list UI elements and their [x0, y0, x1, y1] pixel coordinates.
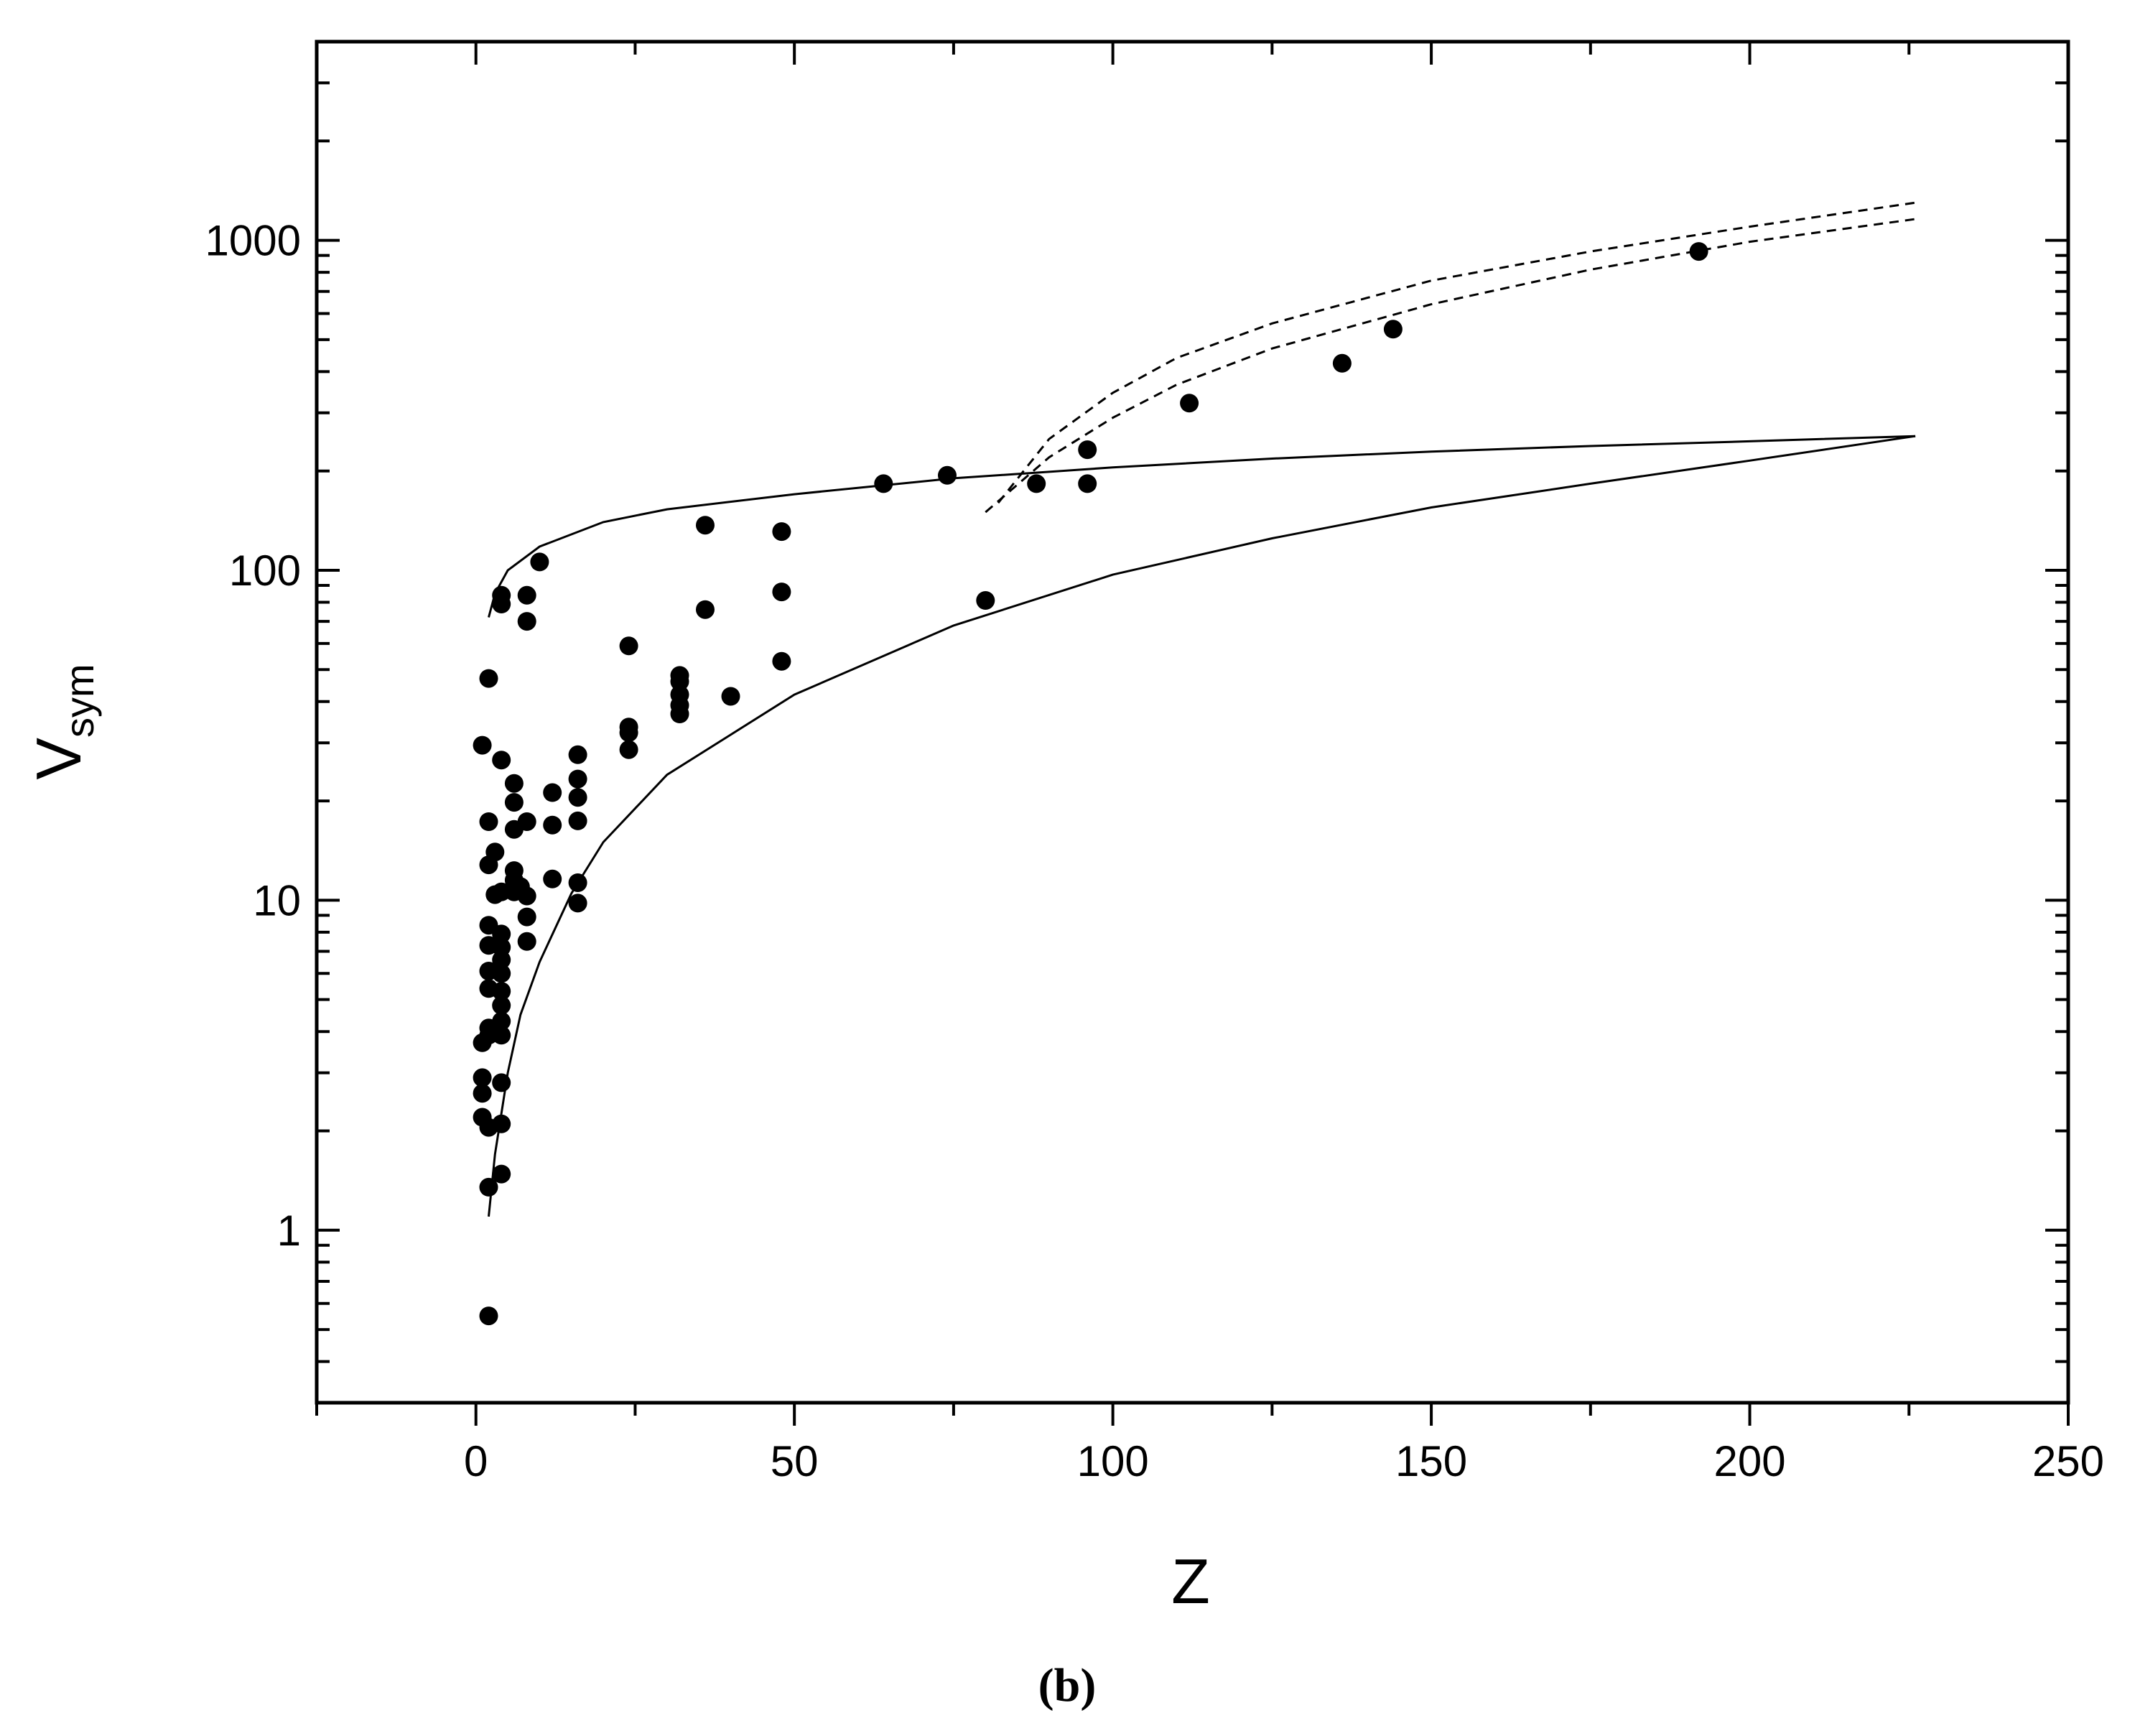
data-point	[473, 1084, 492, 1103]
data-point	[543, 783, 562, 802]
x-tick-label: 100	[1077, 1437, 1149, 1485]
dashed-curve-3	[985, 218, 1916, 514]
data-point	[473, 1068, 492, 1087]
data-point	[504, 793, 524, 812]
data-point	[1180, 394, 1199, 413]
data-point	[1689, 242, 1708, 261]
data-point	[492, 1011, 511, 1031]
y-axis-title: Vsym	[23, 664, 102, 779]
data-point	[568, 745, 587, 764]
figure-caption: (b)	[1038, 1659, 1097, 1712]
data-point	[696, 600, 715, 619]
data-point	[1027, 474, 1046, 493]
y-axis-ticks: 1 10 100 1000	[205, 40, 2068, 1404]
data-point	[517, 585, 536, 605]
y-tick-label: 1	[277, 1207, 301, 1255]
y-tick-label: 100	[229, 547, 301, 595]
data-point	[1383, 320, 1403, 339]
data-point	[517, 812, 536, 831]
x-axis-title: Z	[1171, 1546, 1210, 1617]
solid-curve-1	[488, 435, 1916, 618]
data-point	[479, 812, 498, 831]
data-point	[772, 651, 791, 671]
data-point	[479, 1306, 498, 1326]
plot-frame	[315, 40, 2070, 1405]
data-point	[619, 718, 638, 737]
data-point	[492, 1073, 511, 1092]
data-point	[1332, 353, 1352, 373]
data-point	[568, 893, 587, 913]
data-point	[619, 636, 638, 656]
data-point	[568, 769, 587, 789]
data-point	[479, 1177, 498, 1197]
data-point	[492, 982, 511, 1001]
y-tick-label: 10	[253, 876, 301, 924]
data-point	[721, 687, 740, 706]
data-point	[492, 995, 511, 1015]
data-point	[517, 907, 536, 927]
data-point	[492, 937, 511, 957]
data-point	[543, 815, 562, 835]
data-point	[1078, 440, 1097, 460]
data-point	[479, 916, 498, 935]
data-point	[485, 843, 505, 862]
x-tick-label: 250	[2032, 1437, 2104, 1485]
data-point	[568, 873, 587, 892]
data-point	[976, 591, 995, 610]
curves	[488, 201, 1916, 1217]
data-point	[1078, 474, 1097, 493]
data-point	[479, 669, 498, 688]
solid-curve-2	[488, 435, 1916, 1217]
data-point	[874, 474, 893, 493]
data-point	[568, 788, 587, 807]
data-point	[772, 582, 791, 602]
data-points	[473, 242, 1708, 1326]
data-point	[568, 811, 587, 830]
y-axis-title-main: V	[23, 738, 94, 780]
data-point	[492, 1114, 511, 1133]
dashed-curve-4	[997, 201, 1916, 504]
data-point	[696, 516, 715, 535]
data-point	[504, 774, 524, 793]
data-point	[492, 751, 511, 770]
data-point	[504, 861, 524, 881]
x-tick-label: 50	[771, 1437, 819, 1485]
data-point	[492, 1164, 511, 1184]
data-point	[492, 585, 511, 605]
data-point	[772, 522, 791, 542]
data-point	[492, 1026, 511, 1045]
x-tick-label: 0	[464, 1437, 488, 1485]
x-tick-label: 200	[1713, 1437, 1785, 1485]
data-point	[938, 465, 957, 485]
data-point	[473, 735, 492, 755]
x-tick-label: 150	[1395, 1437, 1467, 1485]
x-axis-ticks: 0 50 100 150 200 250	[315, 42, 2104, 1485]
data-point	[670, 685, 689, 705]
data-point	[492, 964, 511, 983]
data-point	[517, 932, 536, 951]
data-point	[619, 740, 638, 759]
y-tick-label: 1000	[205, 217, 301, 265]
y-axis-title-sub: sym	[57, 664, 102, 738]
data-point	[517, 612, 536, 631]
data-point	[543, 869, 562, 888]
data-point	[670, 666, 689, 685]
data-point	[530, 552, 549, 572]
